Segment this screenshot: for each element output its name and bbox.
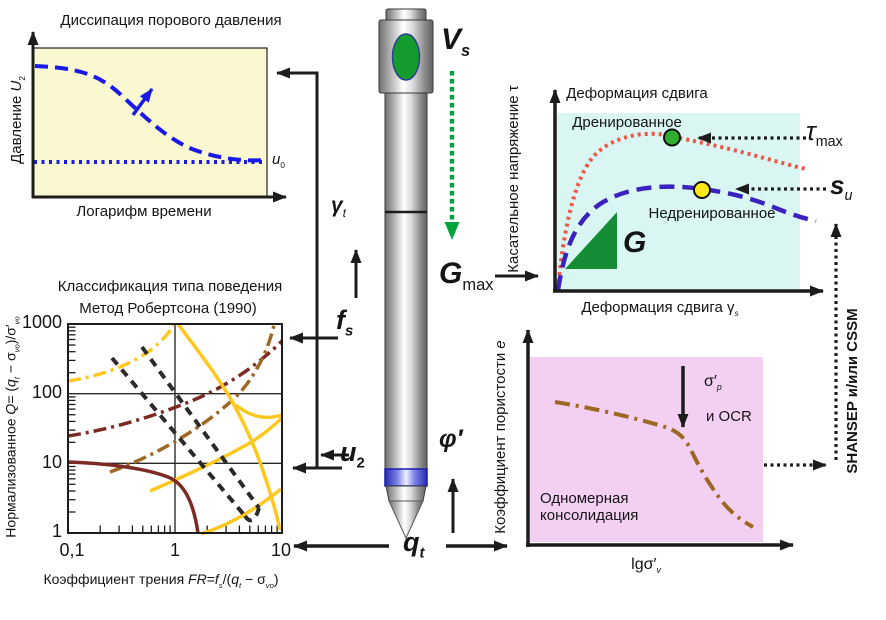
shear-title: Деформация сдвига bbox=[566, 85, 708, 102]
consolidation-plot-area bbox=[530, 357, 763, 542]
boundary-yellow-main bbox=[176, 322, 282, 531]
consolidation-y-axis-label: Коэффициент пористости e bbox=[492, 340, 510, 534]
g-modulus-label: G bbox=[623, 226, 647, 259]
classification-y-axis-label: Нормализованное Q= (qt − σvo)/σ′vo bbox=[2, 316, 22, 538]
y-tick-100: 100 bbox=[31, 382, 62, 402]
u2-dissipation-curve bbox=[34, 64, 267, 163]
log-minor-ticks-x bbox=[99, 525, 278, 533]
boundary-yellow-hook bbox=[234, 403, 283, 419]
consolidation-curve bbox=[554, 400, 754, 529]
sigma-p-label: σ′p bbox=[704, 373, 722, 393]
consolidation-chart bbox=[522, 223, 842, 551]
dissipation-direction-arrow bbox=[131, 87, 154, 117]
boundary-maroon-dashdot bbox=[67, 339, 284, 438]
su-label: su bbox=[830, 170, 853, 205]
geophone-ellipse bbox=[391, 33, 421, 81]
trend-dashed-1 bbox=[110, 356, 247, 518]
g-modulus-triangle bbox=[565, 212, 617, 269]
boundary-brown-dashdot bbox=[109, 324, 276, 474]
drained-peak-marker bbox=[663, 128, 681, 147]
qt-label: qt bbox=[403, 527, 425, 562]
shansep-note: SHANSEP и/или CSSM bbox=[844, 308, 862, 474]
probe-shaft bbox=[384, 92, 428, 470]
probe-cap bbox=[385, 8, 427, 22]
trend-dashed-hook bbox=[243, 507, 261, 523]
dissipation-x-axis-label: Логарифм времени bbox=[76, 203, 212, 220]
y-tick-1: 1 bbox=[51, 521, 62, 541]
classification-chart bbox=[67, 322, 284, 536]
shear-x-axis-label: Деформация сдвига γs bbox=[581, 299, 739, 318]
connector-arrows bbox=[276, 67, 539, 552]
penetrometer-probe bbox=[378, 8, 434, 540]
probe-collar bbox=[385, 485, 427, 502]
undrained-label: Недренированное bbox=[648, 205, 776, 222]
fs-label: fs bbox=[336, 305, 354, 340]
consolidation-x-axis-label: lgσ′v bbox=[631, 556, 661, 576]
trend-dashed-2 bbox=[140, 345, 261, 510]
boundary-yellow-rising bbox=[149, 416, 284, 493]
undrained-curve bbox=[555, 184, 817, 291]
x-tick-01: 0,1 bbox=[59, 540, 85, 560]
x-tick-10: 10 bbox=[270, 540, 292, 560]
vs-label: Vs bbox=[441, 23, 471, 60]
shear-chart bbox=[549, 89, 826, 297]
ocr-label: и OCR bbox=[706, 408, 752, 425]
boundary-yellow-lower bbox=[200, 487, 283, 536]
taumax-label: τmax bbox=[806, 116, 843, 151]
shear-y-axis-label: Касательное напряжение τ bbox=[505, 85, 523, 273]
dissipation-y-axis-label: Давление U2 bbox=[8, 76, 28, 164]
gmax-label: Gmax bbox=[439, 257, 494, 294]
u2-to-dissipation-connector bbox=[276, 67, 319, 468]
y-tick-1000: 1000 bbox=[21, 312, 62, 332]
consolidation-caption-line2: консолидация bbox=[540, 507, 639, 524]
dissipation-title: Диссипация порового давления bbox=[60, 12, 282, 29]
boundary-yellow-dashdot bbox=[67, 324, 175, 383]
classification-x-axis-label: Коэффициент трения FR=fs/(qt − σvo) bbox=[43, 571, 279, 590]
classification-plot-frame bbox=[67, 323, 283, 534]
boundary-maroon-solid bbox=[67, 460, 200, 534]
log-minor-ticks-y bbox=[68, 326, 76, 513]
undrained-peak-marker bbox=[693, 181, 711, 199]
drained-label: Дренированное bbox=[572, 114, 682, 131]
gamma-t-label: γt bbox=[331, 194, 346, 221]
classification-title: Классификация типа поведения bbox=[57, 278, 283, 295]
classification-subtitle: Метод Робертсона (1990) bbox=[79, 300, 257, 317]
cone-tip bbox=[388, 500, 424, 540]
u2-label: u2 bbox=[340, 437, 365, 472]
x-tick-1: 1 bbox=[169, 540, 181, 560]
porous-filter-band bbox=[384, 468, 428, 487]
phi-label: φ′ bbox=[439, 425, 463, 453]
dissipation-chart bbox=[27, 31, 287, 203]
y-tick-10: 10 bbox=[41, 452, 62, 472]
u0-label: u0 bbox=[272, 151, 285, 170]
drained-curve bbox=[556, 131, 807, 290]
consolidation-caption-line1: Одномерная bbox=[540, 490, 629, 507]
